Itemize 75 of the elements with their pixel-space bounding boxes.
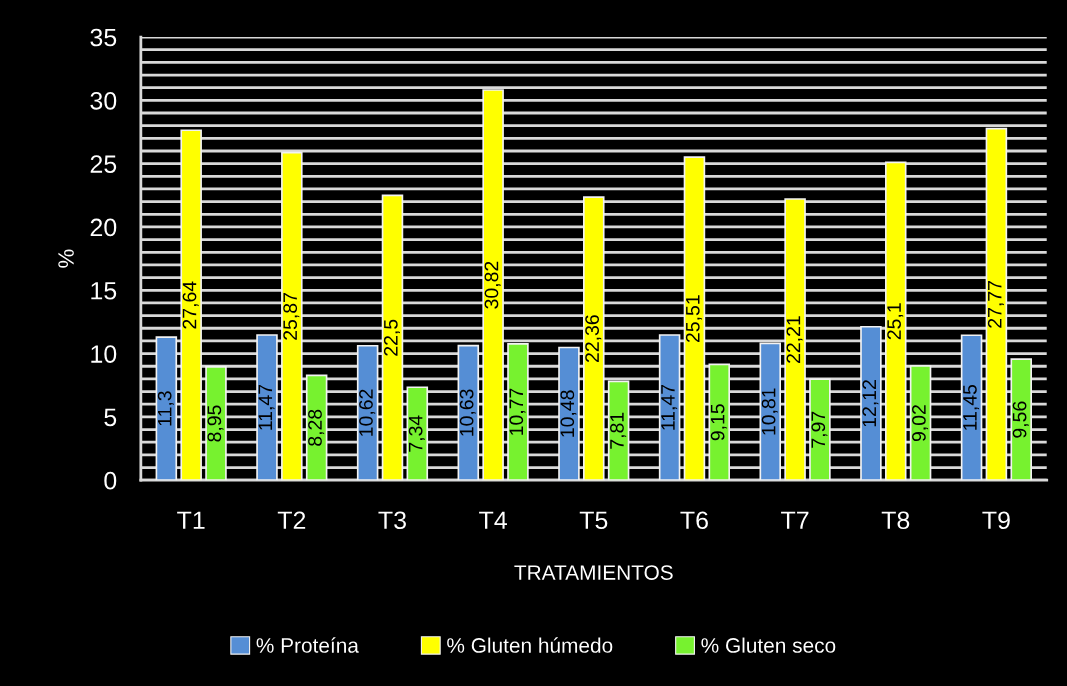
data-label: 9,15 [710, 404, 727, 441]
y-tick-label: 35 [90, 28, 117, 47]
x-tick-label: T2 [277, 511, 306, 529]
bar [860, 325, 882, 481]
legend-label: % Gluten húmedo [447, 637, 613, 653]
data-label: 8,95 [207, 405, 224, 442]
data-label: 25,87 [283, 293, 300, 340]
x-tick-label: T1 [177, 511, 205, 529]
bar [356, 344, 379, 481]
data-label: 7,81 [610, 412, 627, 449]
x-tick-label: T6 [680, 511, 708, 530]
bar [281, 151, 303, 481]
bar [683, 156, 706, 481]
data-label: 7,34 [408, 415, 425, 452]
x-tick-label: T8 [881, 511, 910, 530]
legend-label: % Proteína [256, 637, 359, 653]
data-label: 11,47 [661, 384, 678, 430]
bar [1010, 358, 1032, 481]
data-label: 11,3 [157, 391, 174, 426]
bar [909, 365, 932, 481]
y-tick-label: 30 [90, 91, 117, 110]
x-axis-title: TRATAMIENTOS [514, 565, 673, 580]
legend-label: % Gluten seco [701, 637, 836, 653]
x-tick-label: T7 [781, 511, 809, 529]
bar [809, 378, 831, 481]
data-label: 10,77 [509, 388, 526, 435]
bar [381, 194, 404, 481]
data-label: 10,48 [560, 390, 577, 437]
bar [507, 342, 529, 481]
data-label: 22,5 [383, 319, 400, 356]
bar [457, 344, 480, 481]
data-label: 25,51 [685, 295, 702, 343]
bar [205, 366, 227, 481]
data-label: 25,1 [887, 303, 904, 340]
data-label: 9,02 [912, 405, 929, 442]
data-label: 22,21 [786, 316, 803, 363]
bar [708, 363, 731, 481]
data-label: 10,62 [359, 389, 376, 436]
bar [180, 129, 202, 481]
bar [406, 386, 429, 481]
data-label: 7,97 [811, 411, 828, 448]
data-label: 11,47 [258, 384, 275, 430]
bar [256, 334, 278, 481]
bar [759, 342, 782, 481]
y-tick-label: 0 [104, 471, 117, 490]
bar [784, 198, 806, 481]
data-label: 27,64 [182, 281, 199, 329]
bar [960, 334, 983, 481]
data-label: 27,77 [987, 281, 1004, 328]
x-tick-label: T5 [579, 511, 608, 530]
y-tick-label: 20 [90, 218, 117, 237]
x-tick-label: T3 [378, 511, 406, 530]
bar [583, 196, 605, 481]
bar [884, 161, 907, 481]
y-axis-title: % [58, 249, 74, 268]
data-label: 22,36 [585, 315, 602, 362]
x-tick-label: T9 [982, 511, 1010, 530]
data-label: 11,45 [963, 384, 980, 430]
data-label: 10,63 [459, 389, 476, 436]
data-label: 8,28 [308, 409, 325, 446]
data-label: 12,12 [862, 380, 879, 427]
bar [658, 334, 681, 481]
data-label: 30,82 [484, 261, 501, 309]
bar [985, 127, 1008, 481]
bar [482, 89, 504, 481]
y-tick-label: 25 [90, 155, 117, 173]
bar [155, 336, 178, 481]
data-label: 9,56 [1012, 401, 1029, 438]
y-tick-label: 15 [91, 282, 117, 300]
y-tick-label: 10 [91, 345, 117, 363]
data-label: 10,81 [761, 388, 778, 435]
bar [558, 346, 580, 481]
x-tick-label: T4 [479, 511, 507, 529]
bar [607, 380, 630, 481]
y-tick-label: 5 [104, 408, 117, 427]
